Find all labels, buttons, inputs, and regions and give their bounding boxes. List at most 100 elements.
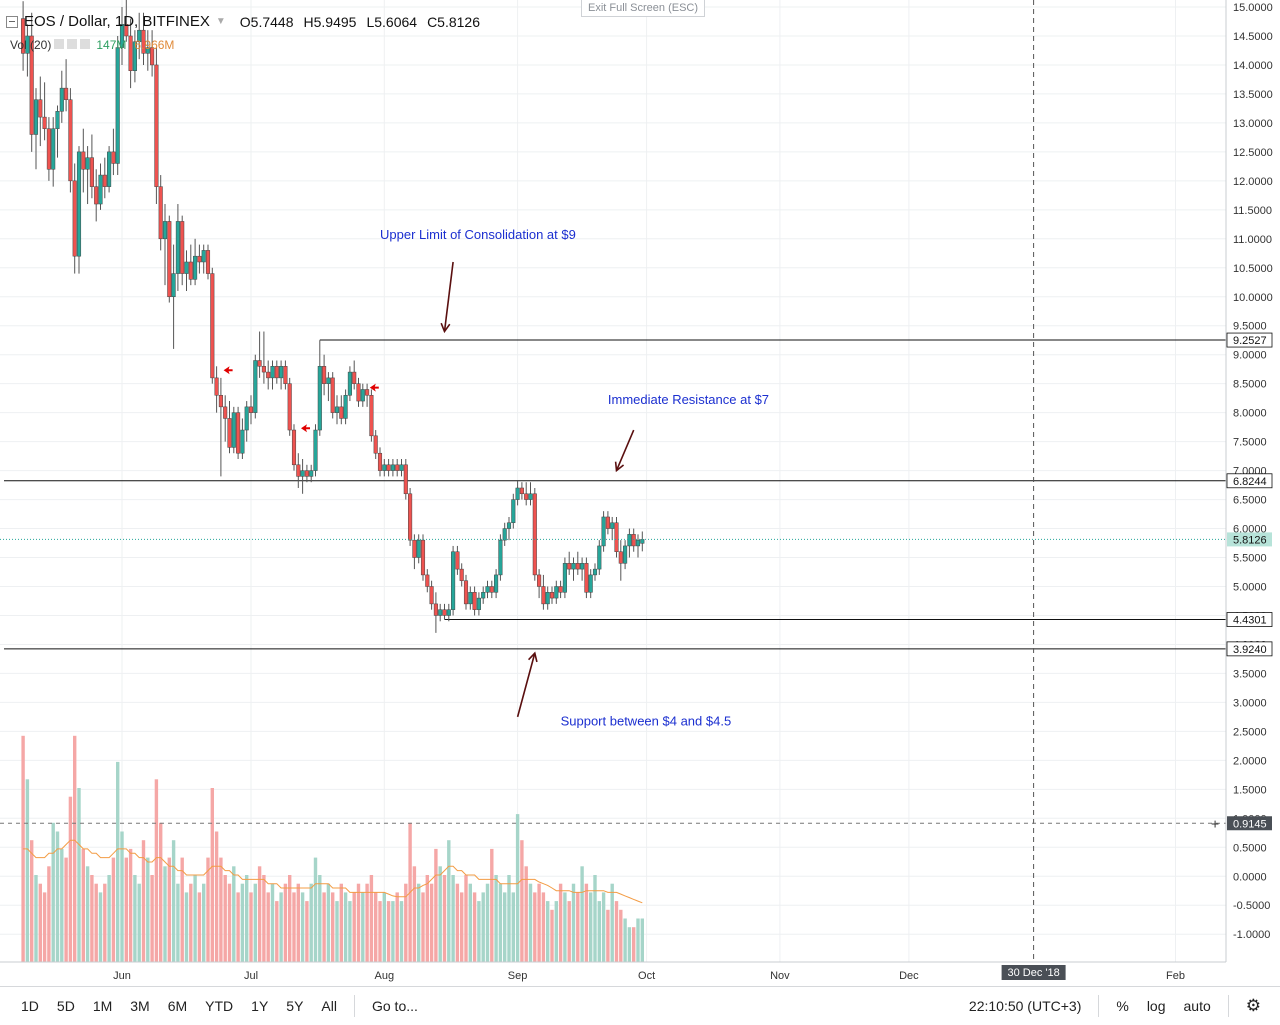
candle [623, 540, 628, 570]
range-6m-button[interactable]: 6M [167, 998, 188, 1014]
time-tick-label: Oct [638, 970, 655, 982]
candle [115, 35, 120, 176]
candle-body [395, 464, 400, 471]
candle-body [25, 35, 30, 54]
volume-bar [610, 883, 614, 962]
volume-bar [601, 892, 606, 962]
annotation-arrow [443, 261, 454, 332]
candle [76, 146, 82, 274]
candle-body [150, 47, 155, 66]
range-1m-button[interactable]: 1M [92, 998, 113, 1014]
candle-body [451, 551, 456, 610]
horizontal-levels[interactable] [4, 339, 1226, 650]
candle [244, 401, 249, 442]
candle [528, 482, 533, 506]
range-5d-button[interactable]: 5D [56, 998, 75, 1014]
annotation-text: Upper Limit of Consolidation at $9 [380, 227, 576, 242]
time-axis-labels: Jun Jul Aug Sep Oct Nov Dec Feb [113, 970, 1185, 982]
candle [386, 459, 391, 477]
volume-bar [563, 892, 567, 962]
price-chart[interactable]: Upper Limit of Consolidation at $9 Immedi… [0, 0, 1280, 986]
symbol-title[interactable]: EOS / Dollar, 1D, BITFINEX [24, 13, 210, 30]
candle [584, 557, 589, 599]
auto-scale-button[interactable]: auto [1183, 998, 1211, 1014]
candle [502, 522, 507, 546]
volume-bar [391, 901, 395, 962]
percent-scale-button[interactable]: % [1116, 998, 1129, 1014]
candle [287, 377, 292, 436]
range-1y-button[interactable]: 1Y [251, 998, 269, 1014]
candle [640, 531, 645, 552]
candle [33, 88, 39, 170]
price-tick-label: 9.5000 [1233, 321, 1267, 333]
volume-bar [270, 883, 275, 962]
volume-bar [240, 883, 245, 962]
volume-bar [498, 883, 503, 962]
candle [236, 406, 241, 460]
candle [197, 244, 202, 274]
candle-body [554, 586, 559, 599]
candle [360, 383, 365, 407]
level-tag-label: 9.2527 [1233, 335, 1267, 347]
volume-bar [460, 892, 464, 962]
candle-body [485, 586, 490, 593]
candle [592, 563, 598, 581]
price-tick-label: 12.5000 [1233, 147, 1273, 159]
range-5y-button[interactable]: 5Y [286, 998, 304, 1014]
candle-body [588, 574, 593, 593]
candle-body [59, 87, 64, 112]
price-tick-label: 2.5000 [1233, 726, 1267, 738]
time-tick-label: Jun [113, 970, 131, 982]
log-scale-button[interactable]: log [1146, 998, 1166, 1014]
volume-bar [305, 901, 309, 962]
candle-body [42, 116, 47, 129]
candle [64, 59, 69, 112]
volume-bar [193, 875, 197, 962]
range-ytd-button[interactable]: YTD [205, 998, 234, 1014]
goto-button[interactable]: Go to... [371, 998, 418, 1014]
candle-body [38, 99, 43, 118]
range-all-button[interactable]: All [321, 998, 337, 1014]
chevron-down-icon[interactable]: ▼ [215, 16, 226, 27]
range-3m-button[interactable]: 3M [130, 998, 150, 1014]
collapse-icon[interactable] [6, 15, 18, 28]
volume-label[interactable]: Vol (20) [10, 38, 52, 52]
volume-bar [326, 883, 331, 962]
candle [347, 366, 352, 402]
volume-bar [42, 892, 47, 962]
volume-bar [214, 831, 219, 962]
candle [562, 557, 567, 599]
volume-bar [593, 875, 597, 962]
range-1d-button[interactable]: 1D [21, 998, 39, 1014]
volume-bar [176, 883, 180, 962]
volume-bar [335, 901, 339, 962]
volume-bar [210, 788, 214, 962]
volume-bar [249, 892, 253, 962]
candle [343, 389, 348, 425]
volume-bar [429, 883, 434, 962]
volume-bar [632, 927, 636, 962]
gear-icon[interactable]: ⚙ [1245, 996, 1261, 1015]
crosshair-date-tag [1001, 965, 1066, 980]
candle [309, 464, 314, 483]
volume-settings-icons[interactable] [51, 36, 91, 54]
candle [154, 47, 159, 205]
price-tick-label: 3.0000 [1233, 697, 1267, 709]
candle-body [330, 377, 335, 413]
volume-bar [163, 866, 167, 962]
candle-body [605, 516, 610, 529]
clock-display[interactable]: 22:10:50 (UTC+3) [968, 998, 1082, 1014]
exit-fullscreen-button[interactable]: Exit Full Screen (ESC) [581, 0, 706, 17]
candle [111, 128, 116, 176]
candle [399, 459, 404, 477]
volume-bar [597, 901, 601, 962]
volume-bar [619, 909, 623, 962]
price-tick-label: 5.0000 [1233, 582, 1267, 594]
annotations: Upper Limit of Consolidation at $9 Immedi… [380, 227, 769, 729]
candle-body [481, 592, 486, 599]
ohlc-open: O5.7448 [239, 13, 294, 30]
candle [373, 430, 378, 460]
candle-body [334, 406, 340, 413]
annotation-arrowhead [614, 461, 625, 473]
candle [141, 12, 146, 65]
